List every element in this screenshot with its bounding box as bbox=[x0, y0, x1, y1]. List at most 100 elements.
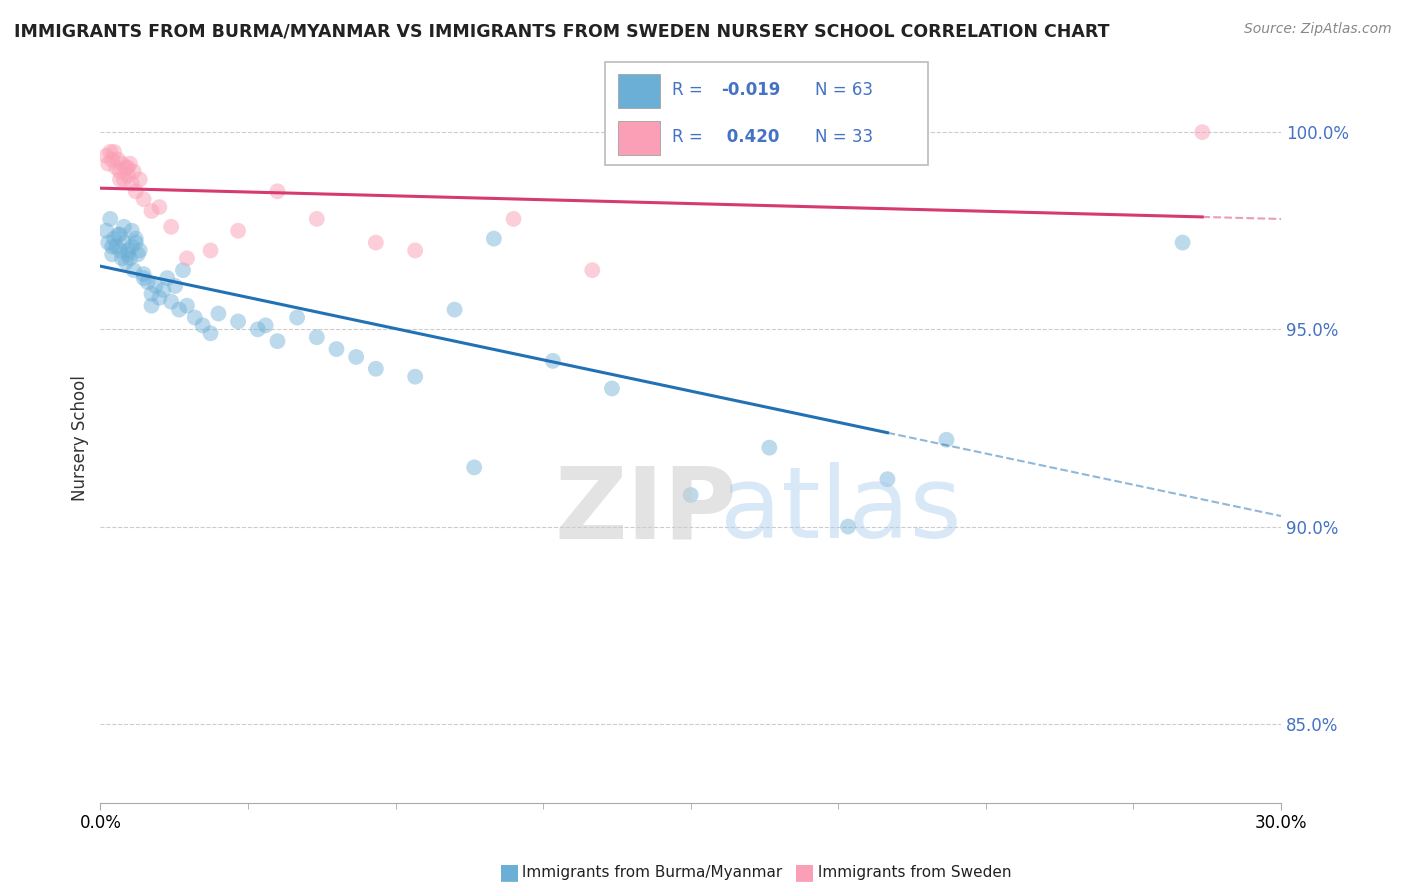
Point bbox=[226, 224, 249, 238]
Point bbox=[254, 318, 277, 333]
Point bbox=[404, 369, 426, 384]
Point bbox=[541, 354, 564, 368]
Point bbox=[117, 244, 139, 258]
Point bbox=[105, 239, 128, 253]
Point bbox=[364, 361, 387, 376]
Point bbox=[325, 342, 347, 356]
Point bbox=[105, 161, 128, 175]
Point bbox=[141, 286, 163, 301]
Point bbox=[117, 161, 139, 175]
Point bbox=[107, 227, 129, 242]
Point bbox=[266, 184, 288, 198]
Point bbox=[167, 302, 190, 317]
Point bbox=[122, 164, 145, 178]
Text: IMMIGRANTS FROM BURMA/MYANMAR VS IMMIGRANTS FROM SWEDEN NURSERY SCHOOL CORRELATI: IMMIGRANTS FROM BURMA/MYANMAR VS IMMIGRA… bbox=[14, 22, 1109, 40]
Point bbox=[207, 307, 229, 321]
Point bbox=[160, 219, 183, 234]
Point bbox=[443, 302, 465, 317]
Point bbox=[117, 169, 139, 183]
Point bbox=[364, 235, 387, 250]
Point bbox=[128, 244, 150, 258]
Point bbox=[200, 326, 222, 341]
Point bbox=[112, 235, 135, 250]
Point bbox=[98, 145, 121, 159]
Point bbox=[502, 211, 524, 226]
Point bbox=[112, 219, 135, 234]
Point bbox=[1191, 125, 1213, 139]
Text: Immigrants from Burma/Myanmar: Immigrants from Burma/Myanmar bbox=[517, 865, 783, 880]
Point bbox=[98, 211, 121, 226]
Point bbox=[103, 145, 125, 159]
Point bbox=[125, 235, 148, 250]
Point bbox=[118, 252, 141, 266]
Text: R =: R = bbox=[672, 81, 709, 99]
Point bbox=[121, 239, 143, 253]
Point bbox=[172, 263, 194, 277]
Point bbox=[97, 235, 120, 250]
Point bbox=[101, 153, 124, 167]
Point bbox=[111, 252, 134, 266]
Point bbox=[108, 244, 131, 258]
Text: atlas: atlas bbox=[720, 462, 962, 559]
Point bbox=[107, 153, 129, 167]
Point bbox=[103, 232, 125, 246]
Bar bbox=[617, 74, 659, 108]
Point bbox=[200, 244, 222, 258]
Point bbox=[176, 252, 198, 266]
Point bbox=[108, 164, 131, 178]
Point bbox=[128, 172, 150, 186]
Point bbox=[156, 271, 179, 285]
Point bbox=[148, 291, 170, 305]
Point bbox=[132, 192, 155, 206]
Point bbox=[876, 472, 898, 486]
Text: ■: ■ bbox=[499, 863, 520, 882]
Point bbox=[404, 244, 426, 258]
Point bbox=[145, 279, 167, 293]
Point bbox=[679, 488, 702, 502]
Point bbox=[112, 172, 135, 186]
Point bbox=[344, 350, 367, 364]
Point bbox=[482, 232, 505, 246]
Point bbox=[96, 224, 118, 238]
Point bbox=[226, 314, 249, 328]
Point bbox=[152, 283, 174, 297]
Bar bbox=[617, 121, 659, 155]
Point bbox=[141, 299, 163, 313]
Point bbox=[121, 224, 143, 238]
Point bbox=[837, 519, 859, 533]
Point bbox=[96, 149, 118, 163]
Text: R =: R = bbox=[672, 128, 709, 146]
Point bbox=[463, 460, 485, 475]
Point bbox=[136, 275, 159, 289]
Point bbox=[122, 263, 145, 277]
Text: 0.420: 0.420 bbox=[721, 128, 779, 146]
Point bbox=[935, 433, 957, 447]
Point bbox=[125, 232, 148, 246]
Text: N = 33: N = 33 bbox=[815, 128, 873, 146]
Point bbox=[184, 310, 207, 325]
Point bbox=[127, 247, 149, 261]
Point bbox=[266, 334, 288, 348]
Point bbox=[115, 255, 138, 269]
Point bbox=[305, 330, 328, 344]
Point bbox=[160, 294, 183, 309]
Text: N = 63: N = 63 bbox=[815, 81, 873, 99]
Point bbox=[581, 263, 603, 277]
Point bbox=[132, 267, 155, 281]
FancyBboxPatch shape bbox=[605, 62, 928, 165]
Point bbox=[118, 157, 141, 171]
Y-axis label: Nursery School: Nursery School bbox=[72, 375, 89, 500]
Text: Immigrants from Sweden: Immigrants from Sweden bbox=[813, 865, 1011, 880]
Point bbox=[121, 177, 143, 191]
Text: -0.019: -0.019 bbox=[721, 81, 780, 99]
Point bbox=[117, 247, 139, 261]
Text: ■: ■ bbox=[794, 863, 815, 882]
Point bbox=[108, 172, 131, 186]
Text: Source: ZipAtlas.com: Source: ZipAtlas.com bbox=[1244, 22, 1392, 37]
Text: ZIP: ZIP bbox=[555, 462, 738, 559]
Point bbox=[285, 310, 308, 325]
Point bbox=[148, 200, 170, 214]
Point bbox=[176, 299, 198, 313]
Point bbox=[97, 157, 120, 171]
Point bbox=[758, 441, 780, 455]
